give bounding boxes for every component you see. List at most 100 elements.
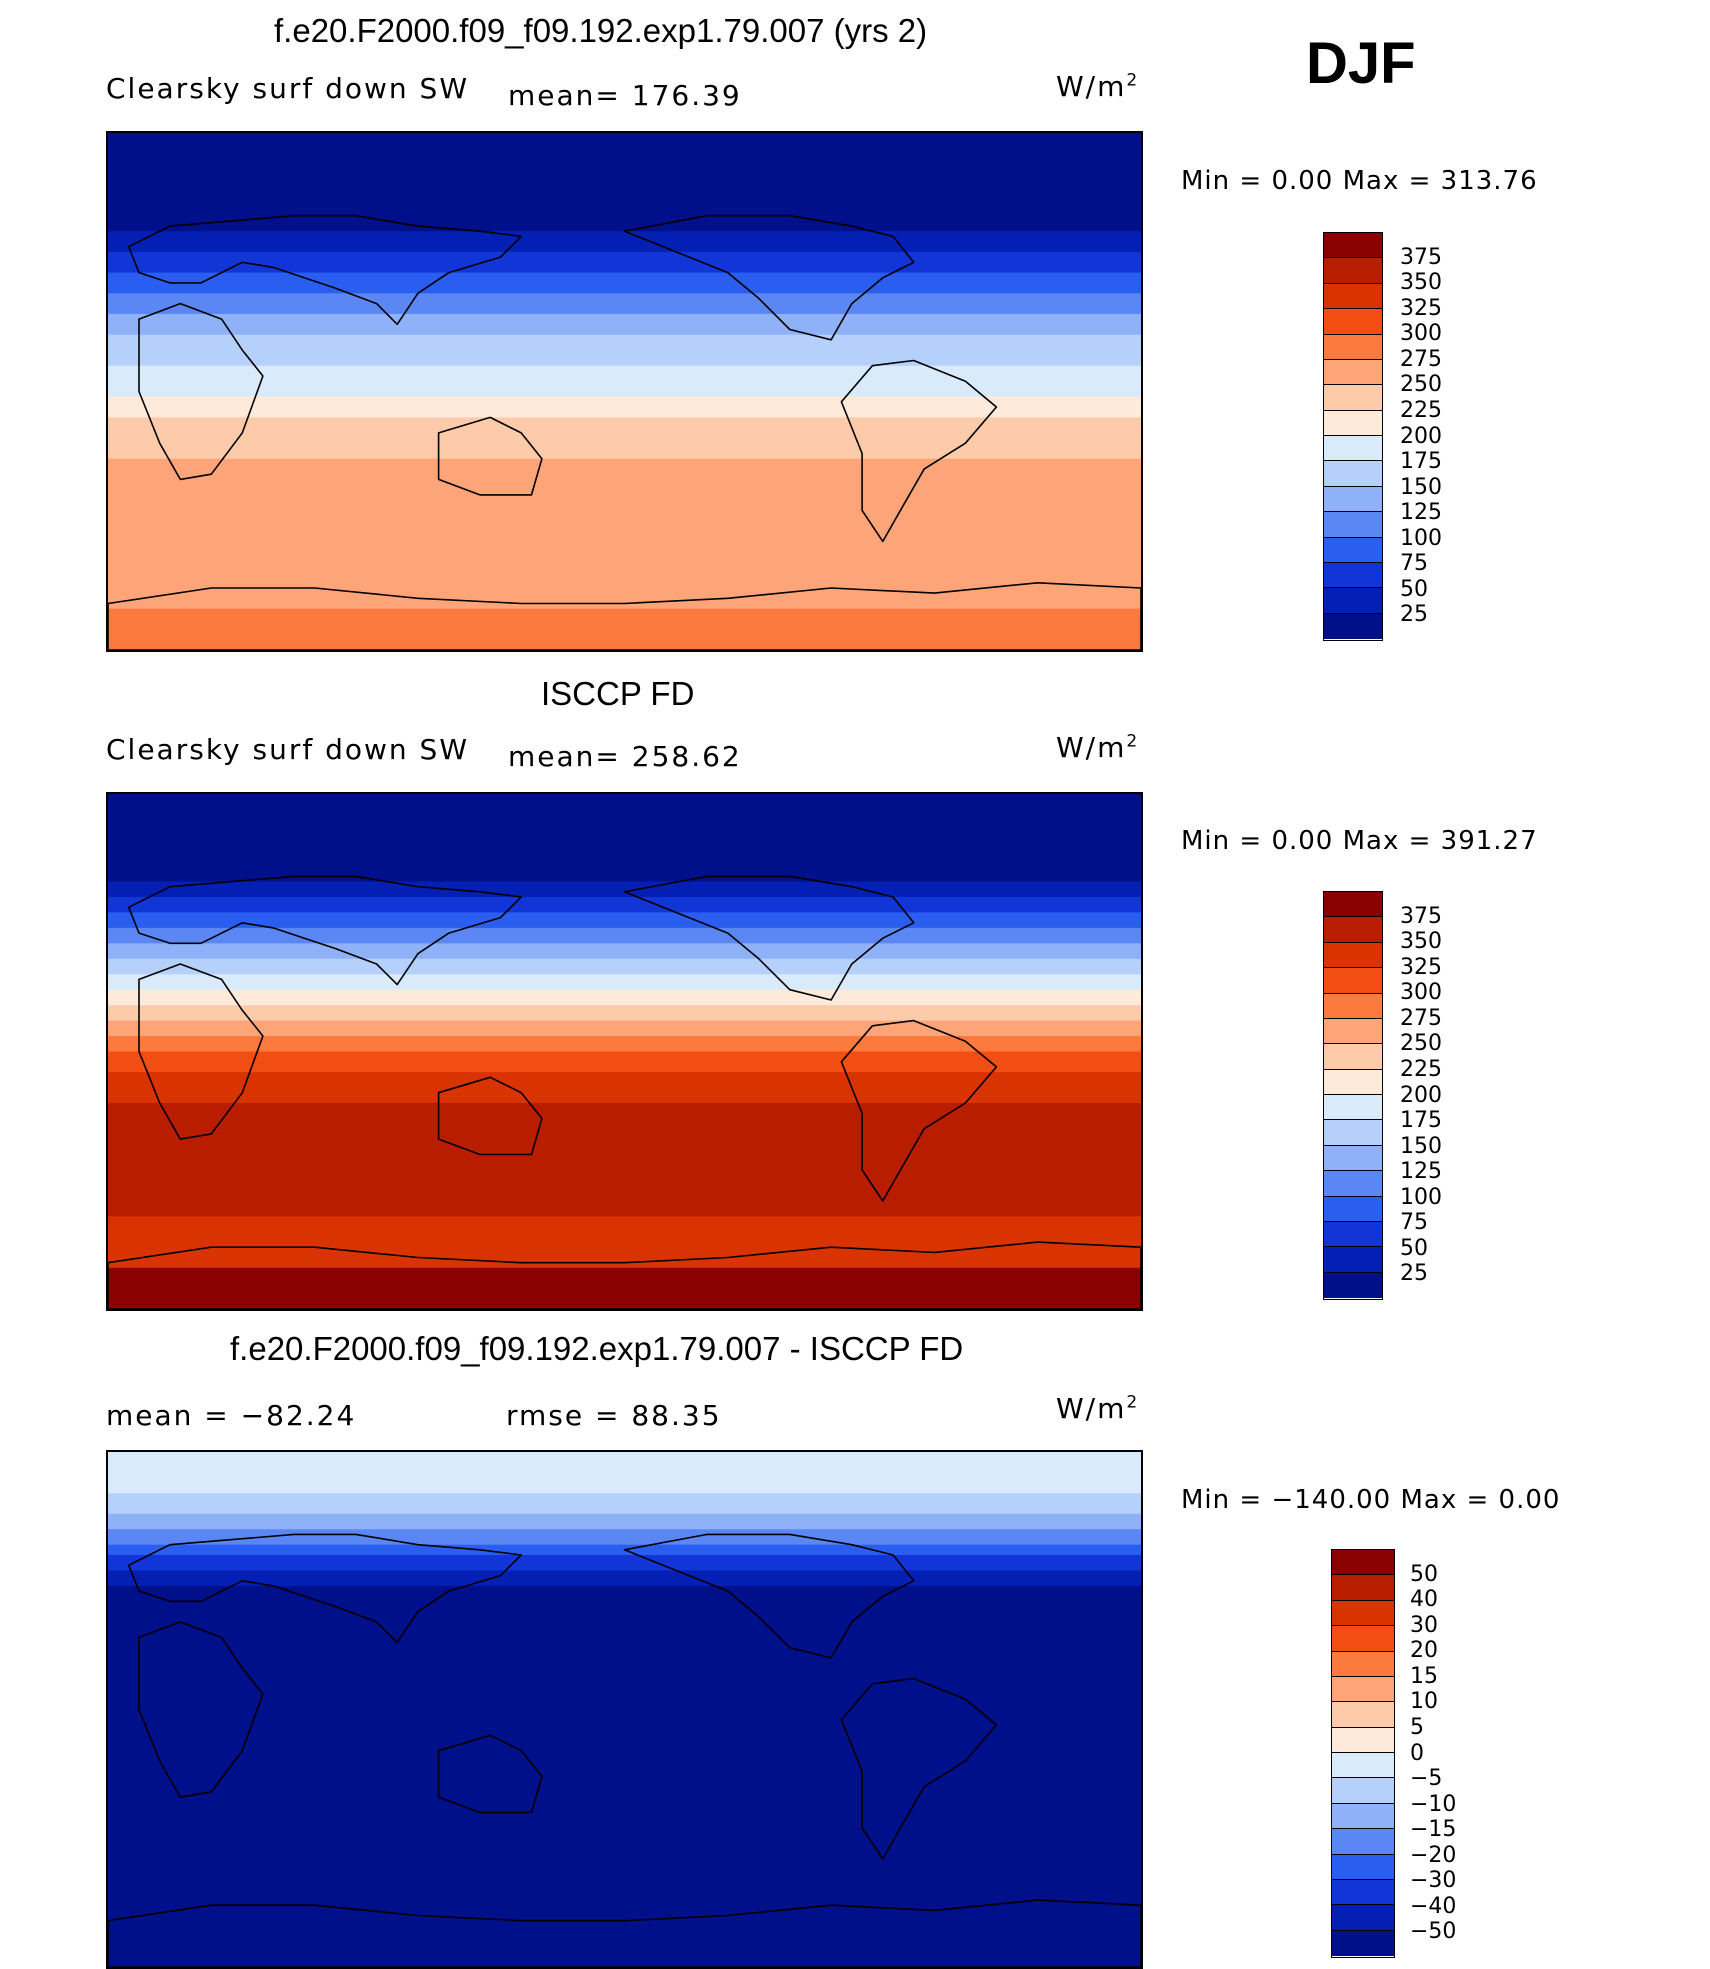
colorbar-tick-label: 25 [1400, 602, 1428, 628]
map-field-band [108, 608, 1141, 650]
map-field-band [108, 417, 1141, 460]
map-field-band [108, 1216, 1141, 1269]
colorbar-tick-label: 5 [1410, 1714, 1424, 1740]
colorbar-cell [1324, 1221, 1382, 1248]
colorbar-tick-label: 20 [1410, 1638, 1438, 1664]
panel3-mean-label: mean = −82.24 [106, 1399, 357, 1432]
colorbar-tick-label: 100 [1400, 1184, 1442, 1210]
colorbar-tick-label: −15 [1410, 1817, 1457, 1843]
coastline [127, 214, 523, 326]
colorbar-cell [1324, 334, 1382, 360]
colorbar-tick-label: −5 [1410, 1766, 1443, 1792]
colorbar-cell [1324, 993, 1382, 1019]
panel3-rmse-label: rmse = 88.35 [506, 1399, 722, 1432]
colorbar-cell [1324, 1044, 1382, 1070]
colorbar-cell [1324, 486, 1382, 513]
colorbar-cell [1332, 1550, 1394, 1576]
colorbar-tick-label: 150 [1400, 1133, 1442, 1159]
colorbar-cell [1324, 1018, 1382, 1045]
panel2-min-max: Min = 0.00 Max = 391.27 [1181, 826, 1538, 856]
map-field-band [108, 1005, 1141, 1022]
coastline [840, 359, 998, 543]
colorbar-tick-label: 275 [1400, 346, 1442, 372]
map-field-band [108, 251, 1141, 274]
colorbar-cell [1332, 1600, 1394, 1627]
coastline [623, 214, 915, 341]
map-field-band [108, 587, 1141, 610]
colorbar-tick-label: 30 [1410, 1612, 1438, 1638]
colorbar-cell [1324, 283, 1382, 310]
panel3-map [106, 1450, 1143, 1969]
colorbar-tick-label: 375 [1400, 244, 1442, 270]
map-field-band [108, 1072, 1141, 1104]
colorbar-cell [1332, 1803, 1394, 1830]
colorbar-cell [1324, 385, 1382, 411]
colorbar-cell [1324, 892, 1382, 918]
colorbar-tick-label: 15 [1410, 1663, 1438, 1689]
panel2-title: ISCCP FD [541, 675, 695, 712]
map-field-band [108, 396, 1141, 419]
colorbar-tick-label: −10 [1410, 1791, 1457, 1817]
colorbar-tick-label: −40 [1410, 1893, 1457, 1919]
colorbar-tick-label: 200 [1400, 423, 1442, 449]
colorbar-tick-label: 250 [1400, 1031, 1442, 1057]
colorbar-cell [1324, 942, 1382, 969]
colorbar-tick-label: 125 [1400, 500, 1442, 526]
coastline [623, 875, 915, 1001]
panel1-variable-label: Clearsky surf down SW [106, 72, 470, 105]
panel3-title: f.e20.F2000.f09_f09.192.exp1.79.007 - IS… [230, 1330, 964, 1367]
colorbar-cell [1332, 1930, 1394, 1956]
colorbar-tick-label: 375 [1400, 903, 1442, 929]
map-field-band [108, 1585, 1141, 1967]
panel2-colorbar [1323, 891, 1383, 1300]
panel1-mean-label: mean= 176.39 [508, 79, 742, 112]
colorbar-tick-label: 40 [1410, 1587, 1438, 1613]
colorbar-cell [1324, 917, 1382, 943]
panel2-units: W/m2 [1056, 731, 1140, 764]
map-field-band [108, 794, 1141, 883]
map-field-band [108, 1051, 1141, 1074]
colorbar-tick-label: 50 [1400, 576, 1428, 602]
panel1-min-max: Min = 0.00 Max = 313.76 [1181, 166, 1538, 196]
colorbar-cell [1324, 537, 1382, 563]
panel1-colorbar [1323, 232, 1383, 641]
colorbar-cell [1332, 1854, 1394, 1880]
colorbar-tick-label: 225 [1400, 1056, 1442, 1082]
colorbar-tick-label: 200 [1400, 1082, 1442, 1108]
colorbar-cell [1332, 1626, 1394, 1652]
map-field-band [108, 1452, 1141, 1495]
colorbar-tick-label: 75 [1400, 551, 1428, 577]
colorbar-tick-label: 0 [1410, 1740, 1424, 1766]
colorbar-cell [1324, 1069, 1382, 1095]
colorbar-cell [1324, 613, 1382, 639]
colorbar-tick-label: 350 [1400, 270, 1442, 296]
colorbar-tick-label: 350 [1400, 929, 1442, 955]
coastline [437, 416, 543, 496]
panel3-units: W/m2 [1056, 1392, 1140, 1425]
colorbar-tick-label: 275 [1400, 1005, 1442, 1031]
map-field-band [108, 293, 1141, 315]
coastline [138, 302, 264, 481]
coastline [623, 1533, 915, 1659]
colorbar-tick-label: −20 [1410, 1842, 1457, 1868]
colorbar-cell [1324, 233, 1382, 259]
map-field-band [108, 1555, 1141, 1572]
colorbar-tick-label: 325 [1400, 954, 1442, 980]
colorbar-cell [1332, 1753, 1394, 1779]
colorbar-cell [1332, 1778, 1394, 1804]
colorbar-cell [1332, 1879, 1394, 1906]
coastline [127, 875, 523, 986]
colorbar-tick-label: 325 [1400, 295, 1442, 321]
map-field-band [108, 133, 1141, 233]
map-field-band [108, 1570, 1141, 1587]
map-field-band [108, 1267, 1141, 1309]
colorbar-tick-label: 225 [1400, 397, 1442, 423]
colorbar-cell [1324, 1095, 1382, 1121]
map-field-band [108, 943, 1141, 960]
season-label: DJF [1306, 31, 1416, 96]
map-field-band [108, 334, 1141, 367]
colorbar-tick-label: 300 [1400, 321, 1442, 347]
coastline [108, 581, 1141, 650]
map-field-band [108, 231, 1141, 253]
colorbar-cell [1332, 1727, 1394, 1753]
